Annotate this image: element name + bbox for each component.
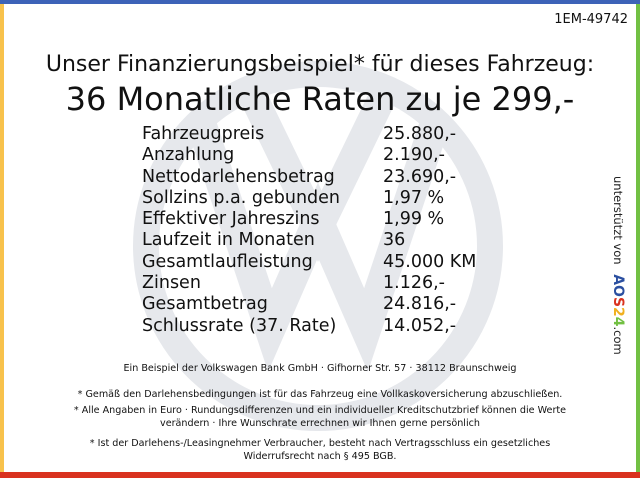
right-border <box>636 4 640 472</box>
row-value: 1.126,- <box>383 273 445 294</box>
withdrawal-note-1: * Ist der Darlehens-/Leasingnehmer Verbr… <box>89 438 551 449</box>
monthly-rate-title: 36 Monatliche Raten zu je 299,- <box>65 80 575 118</box>
row-value: 45.000 KM <box>383 251 477 272</box>
sponsor-label: unterstützt von AOS24.com <box>610 176 626 355</box>
bank-note: Ein Beispiel der Volkswagen Bank GmbH · … <box>123 363 517 374</box>
row-value: 14.052,- <box>383 315 457 336</box>
footer-notes: Ein Beispiel der Volkswagen Bank GmbH · … <box>0 362 640 463</box>
row-label: Anzahlung <box>142 145 235 166</box>
withdrawal-note-2: Widerrufsrecht nach § 495 BGB. <box>243 451 397 462</box>
row-value: 1,99 % <box>383 209 445 230</box>
table-row: Zinsen 1.126,- <box>142 273 476 294</box>
row-value: 23.690,- <box>383 166 457 187</box>
row-label: Nettodarlehensbetrag <box>142 166 335 187</box>
row-value: 2.190,- <box>383 145 445 166</box>
row-label: Effektiver Jahreszins <box>142 209 320 230</box>
table-row: Schlussrate (37. Rate) 14.052,- <box>142 316 476 337</box>
row-label: Gesamtlaufleistung <box>142 251 313 272</box>
euro-note-1: * Alle Angaben in Euro · Rundungsdiffere… <box>73 405 567 416</box>
left-border <box>0 4 4 472</box>
table-row: Anzahlung 2.190,- <box>142 145 476 166</box>
row-label: Zinsen <box>142 273 201 294</box>
table-row: Gesamtlaufleistung 45.000 KM <box>142 252 476 273</box>
aos24-logo: AOS24 <box>610 274 626 327</box>
row-value: 24.816,- <box>383 294 457 315</box>
table-row: Gesamtbetrag 24.816,- <box>142 294 476 315</box>
row-label: Laufzeit in Monaten <box>142 230 315 251</box>
table-row: Effektiver Jahreszins 1,99 % <box>142 209 476 230</box>
table-row: Laufzeit in Monaten 36 <box>142 230 476 251</box>
row-value: 25.880,- <box>383 124 457 144</box>
insurance-note: * Gemäß den Darlehensbedingungen ist für… <box>77 389 563 400</box>
euro-note-2: verändern · Ihre Wunschrate errechnen wi… <box>160 418 480 429</box>
row-label: Gesamtbetrag <box>142 294 268 315</box>
top-border <box>0 0 640 4</box>
table-row: Fahrzeugpreis 25.880,- <box>142 124 476 145</box>
table-row: Sollzins p.a. gebunden 1,97 % <box>142 188 476 209</box>
row-value: 36 <box>383 230 406 251</box>
table-row: Nettodarlehensbetrag 23.690,- <box>142 167 476 188</box>
row-label: Schlussrate (37. Rate) <box>142 315 337 336</box>
financing-table: Fahrzeugpreis 25.880,- Anzahlung 2.190,- Net… <box>142 124 476 337</box>
bottom-border <box>0 472 640 478</box>
row-value: 1,97 % <box>383 187 445 208</box>
headline: Unser Finanzierungsbeispiel* für dieses … <box>45 52 595 77</box>
row-label: Sollzins p.a. gebunden <box>142 187 341 208</box>
reference-number: 1EM-49742 <box>554 12 628 27</box>
row-label: Fahrzeugpreis <box>142 124 265 144</box>
